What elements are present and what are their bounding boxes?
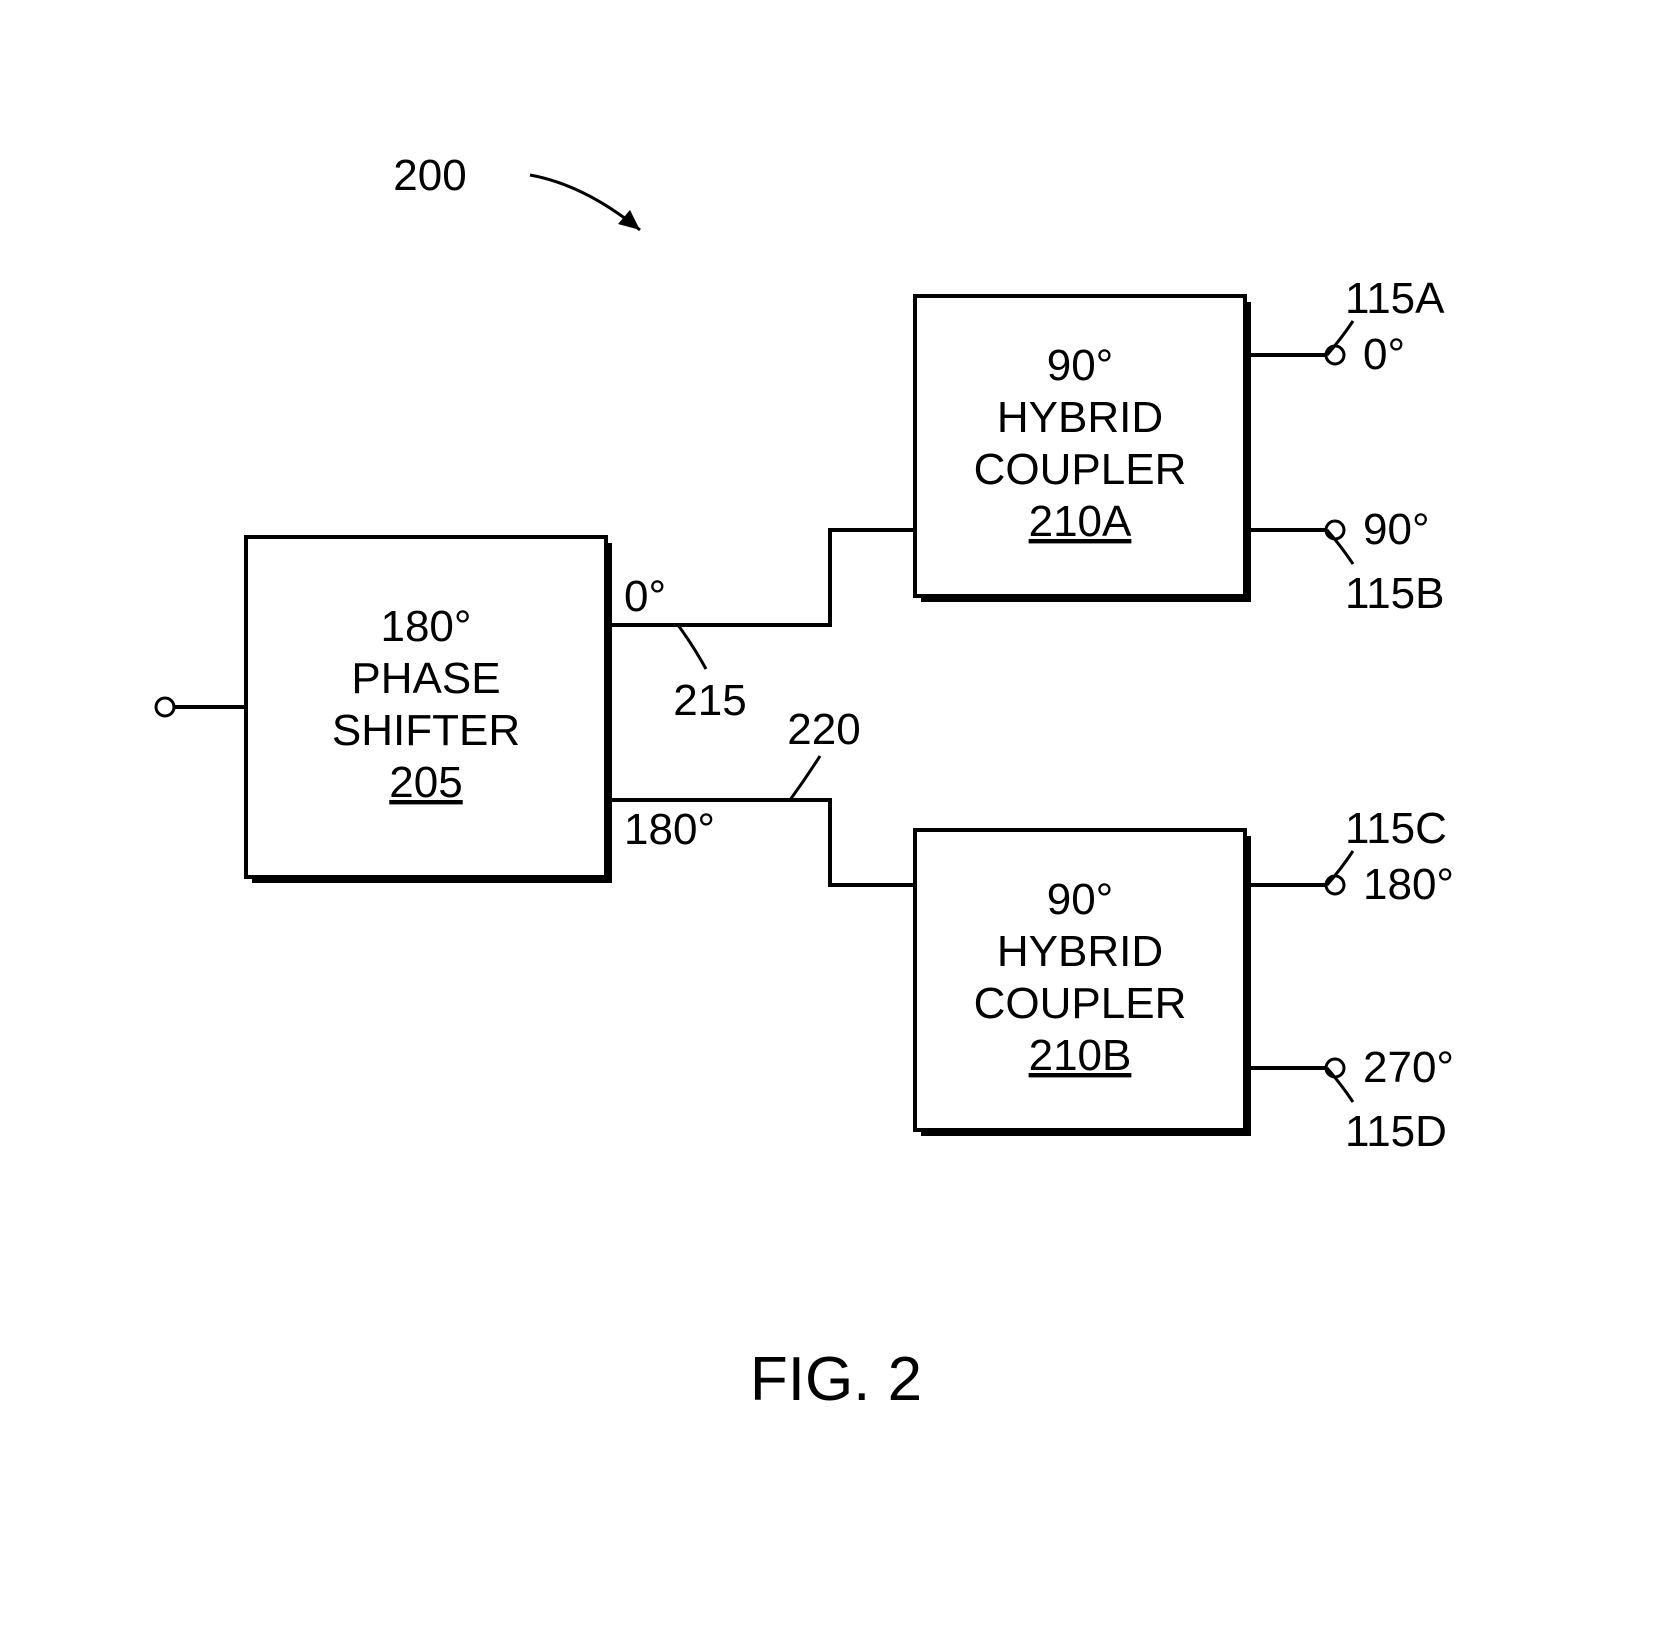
- coupler_a-ref: 210A: [1029, 497, 1132, 546]
- ref-215: 215: [673, 676, 746, 725]
- input-port: [156, 698, 174, 716]
- coupler_b-ref: 210B: [1029, 1031, 1132, 1080]
- phase_shifter-line-0: 180°: [380, 602, 471, 651]
- ref-200: 200: [393, 151, 466, 200]
- coupler_b-line-1: HYBRID: [997, 927, 1163, 976]
- output-ref-115A: 115A: [1345, 274, 1445, 323]
- output-ref-115B: 115B: [1345, 569, 1445, 618]
- figure-caption: FIG. 2: [750, 1345, 922, 1414]
- output-phase-115D: 270°: [1363, 1043, 1454, 1092]
- phase_shifter-ref: 205: [389, 758, 462, 807]
- phase-out-top: 0°: [624, 572, 666, 621]
- coupler_a-line-0: 90°: [1047, 341, 1114, 390]
- output-phase-115A: 0°: [1363, 330, 1405, 379]
- block-diagram: 200180°PHASESHIFTER20590°HYBRIDCOUPLER21…: [0, 0, 1672, 1628]
- leader-220: [790, 756, 820, 800]
- phase_shifter-line-1: PHASE: [351, 654, 500, 703]
- ref-200-arrowhead: [618, 210, 640, 230]
- output-phase-115C: 180°: [1363, 860, 1454, 909]
- coupler_b-line-0: 90°: [1047, 875, 1114, 924]
- phase-out-bottom: 180°: [624, 805, 715, 854]
- phase_shifter-line-2: SHIFTER: [332, 706, 520, 755]
- coupler_a-line-2: COUPLER: [974, 445, 1187, 494]
- coupler_b-line-2: COUPLER: [974, 979, 1187, 1028]
- output-ref-115C: 115C: [1345, 804, 1447, 853]
- output-ref-115D: 115D: [1345, 1107, 1447, 1156]
- coupler_a-line-1: HYBRID: [997, 393, 1163, 442]
- leader-215: [678, 625, 706, 669]
- output-phase-115B: 90°: [1363, 505, 1430, 554]
- ref-220: 220: [787, 705, 860, 754]
